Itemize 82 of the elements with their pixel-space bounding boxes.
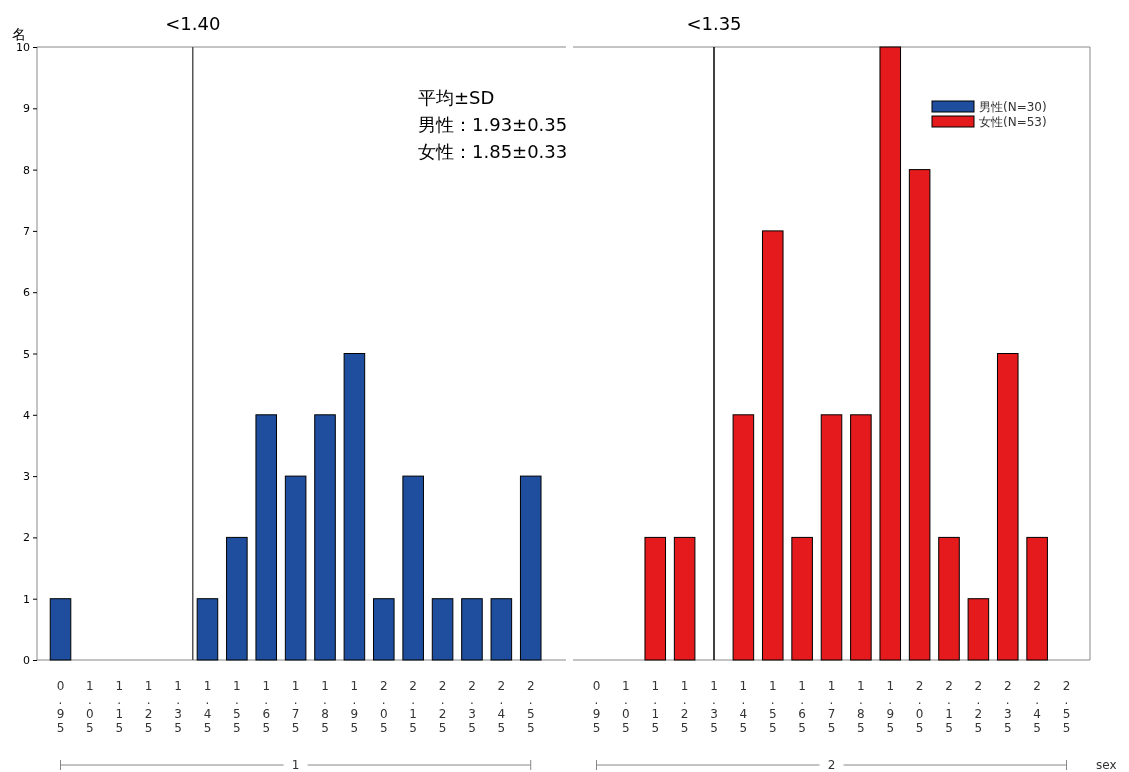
y-tick-label: 10 [16, 41, 30, 55]
x-tick-label: 1.95 [886, 679, 895, 735]
x-axis-title: 1 [291, 758, 300, 772]
y-tick-label: 4 [23, 408, 30, 422]
x-tick-label: 1.15 [651, 679, 660, 735]
x-tick-label: 1.35 [174, 679, 182, 735]
x-tick-label: 1.65 [262, 679, 271, 735]
x-tick-label: 1.75 [827, 679, 836, 735]
x-tick-label: 1.35 [710, 679, 718, 735]
bar [519, 475, 542, 661]
x-tick-label: 1.05 [86, 679, 94, 735]
x-tick-label: 0.95 [592, 679, 601, 735]
x-tick-label: 0.95 [56, 679, 65, 735]
y-tick-label: 1 [23, 592, 30, 606]
y-tick-label: 8 [23, 163, 30, 177]
bar [431, 598, 454, 661]
bar [820, 414, 843, 661]
x-tick-label: 1.15 [115, 679, 124, 735]
x-tick-label: 2.05 [379, 679, 388, 735]
y-tick-label: 9 [23, 102, 30, 116]
y-tick-label: 7 [23, 224, 30, 238]
x-tick-label: 2.45 [1033, 679, 1041, 735]
x-tick-label: 2.25 [438, 679, 447, 735]
x-tick-label: 2.05 [915, 679, 924, 735]
annotation: 平均±SD [418, 87, 495, 108]
bar [673, 536, 696, 661]
x-tick-label: 2.45 [497, 679, 506, 735]
x-tick-label: 1.25 [144, 679, 153, 735]
y-tick-label: 2 [23, 531, 30, 545]
bar [938, 536, 960, 661]
bar [284, 475, 307, 661]
x-tick-label: 1.65 [798, 679, 806, 735]
bar [255, 414, 278, 661]
legend-label: 男性(N=30) [979, 100, 1047, 114]
x-tick-label: 2.55 [1062, 679, 1071, 735]
bar [226, 536, 248, 661]
x-tick-label: 1.05 [622, 679, 630, 735]
x-tick-label: 2.35 [468, 679, 476, 735]
bar [314, 414, 336, 661]
text: sex [1096, 758, 1117, 772]
x-tick-label: 1.75 [291, 679, 300, 735]
bar [879, 46, 902, 661]
x-tick-label: 1.55 [233, 679, 241, 735]
x-tick-label: 2.15 [945, 679, 953, 735]
y-tick-label: 5 [23, 347, 30, 361]
x-axis-title: 2 [827, 758, 836, 772]
x-tick-label: 1.45 [203, 679, 212, 735]
bar [373, 598, 395, 661]
bar [791, 536, 813, 661]
x-tick-label: 1.45 [739, 679, 748, 735]
x-tick-label: 1.85 [321, 679, 329, 735]
annotation: 女性：1.85±0.33 [418, 141, 568, 162]
y-tick-label: 3 [23, 470, 30, 484]
bar [761, 230, 784, 661]
x-tick-label: 1.85 [857, 679, 865, 735]
x-tick-label: 2.25 [974, 679, 983, 735]
bar [49, 598, 72, 661]
x-tick-label: 2.35 [1003, 679, 1012, 735]
bar [967, 598, 990, 661]
x-tick-label: 1.55 [768, 679, 777, 735]
y-axis-title: 名 [12, 26, 26, 42]
bar [908, 169, 931, 661]
x-tick-label: 1.95 [350, 679, 359, 735]
bar [402, 475, 424, 661]
annotation: 男性：1.93±0.35 [418, 114, 568, 135]
ref-line-label: <1.35 [686, 13, 742, 34]
x-tick-label: 2.55 [526, 679, 535, 735]
x-tick-label: 1.25 [680, 679, 689, 735]
bar [644, 536, 667, 661]
x-tick-label: 2.15 [409, 679, 417, 735]
bar [996, 353, 1019, 661]
bar [343, 353, 366, 661]
bar [850, 414, 872, 661]
bar [1026, 536, 1048, 661]
bar [196, 598, 219, 661]
bar [490, 598, 513, 661]
ref-line-label: <1.40 [165, 13, 221, 34]
y-tick-label: 0 [23, 654, 30, 668]
legend-label: 女性(N=53) [979, 115, 1047, 129]
bar [732, 414, 755, 661]
y-tick-label: 6 [23, 286, 30, 300]
bar [461, 598, 483, 661]
